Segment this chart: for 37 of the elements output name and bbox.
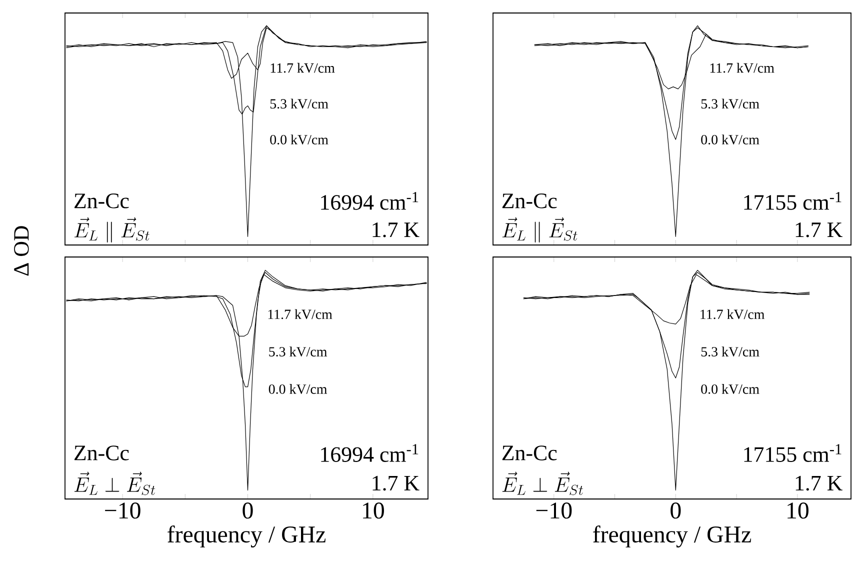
series-label: 0.0 kV/cm [701, 134, 760, 144]
annotation: 1.7 K [796, 222, 842, 238]
annotation: 1.7 K [796, 476, 842, 491]
x-tick-label: 10 [363, 502, 384, 519]
annotation: 16994 cm$^{-1}$ [321, 192, 418, 210]
annotation: 16994 cm$^{-1}$ [321, 444, 418, 462]
x-tick-label: 0 [242, 502, 253, 519]
annotation: Zn-Cc [74, 194, 129, 208]
series-label: 0.0 kV/cm [270, 134, 328, 144]
annotation: Zn-Cc [74, 446, 129, 460]
annotation: $\vec{E}_L \perp \vec{E}_{St}$ [502, 472, 584, 496]
annotation: 1.7 K [372, 222, 420, 238]
x-tick-label: −10 [105, 502, 140, 519]
annotation: Zn-Cc [502, 446, 557, 460]
annotation: $\vec{E}_L \perp \vec{E}_{St}$ [74, 472, 156, 496]
series-label: 5.3 kV/cm [701, 98, 760, 109]
series-label: 5.3 kV/cm [270, 98, 328, 109]
x-axis-title: frequency / GHz [593, 526, 752, 548]
series-label: 0.0 kV/cm [701, 384, 760, 394]
series-label: 0.0 kV/cm [268, 384, 328, 394]
series-label: 11.7 kV/cm [710, 62, 774, 73]
annotation: Zn-Cc [502, 194, 557, 208]
y-axis-title: Δ OD [14, 226, 29, 276]
x-tick-label: −10 [536, 502, 572, 519]
series-label: 11.7 kV/cm [268, 309, 332, 320]
series-label: 11.7 kV/cm [270, 62, 335, 73]
x-tick-label: 0 [670, 502, 681, 519]
series-label: 5.3 kV/cm [701, 346, 760, 357]
annotation: $\vec{E}_L \parallel \vec{E}_{St}$ [502, 217, 578, 242]
annotation: 1.7 K [372, 476, 420, 491]
annotation: $\vec{E}_L \parallel \vec{E}_{St}$ [74, 217, 150, 242]
x-tick-label: 10 [788, 502, 808, 519]
annotation: 17155 cm$^{-1}$ [744, 444, 842, 462]
x-axis-title: frequency / GHz [168, 526, 326, 548]
series-label: 5.3 kV/cm [269, 346, 328, 357]
annotation: 17155 cm$^{-1}$ [744, 192, 842, 210]
series-label: 11.7 kV/cm [700, 309, 765, 320]
